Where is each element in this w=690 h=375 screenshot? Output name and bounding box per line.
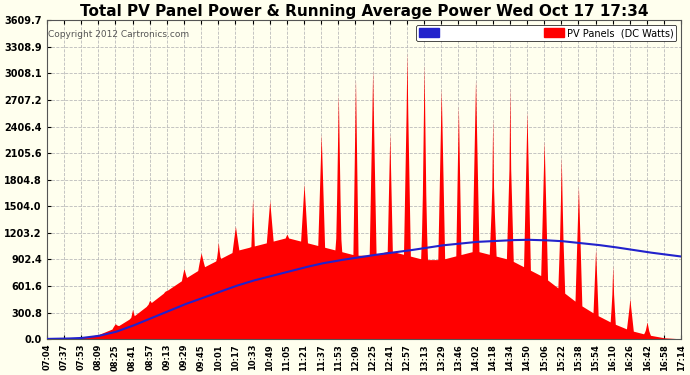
Text: Copyright 2012 Cartronics.com: Copyright 2012 Cartronics.com [48, 30, 189, 39]
Title: Total PV Panel Power & Running Average Power Wed Oct 17 17:34: Total PV Panel Power & Running Average P… [80, 4, 649, 19]
Legend: Average  (DC Watts), PV Panels  (DC Watts): Average (DC Watts), PV Panels (DC Watts) [416, 25, 676, 41]
